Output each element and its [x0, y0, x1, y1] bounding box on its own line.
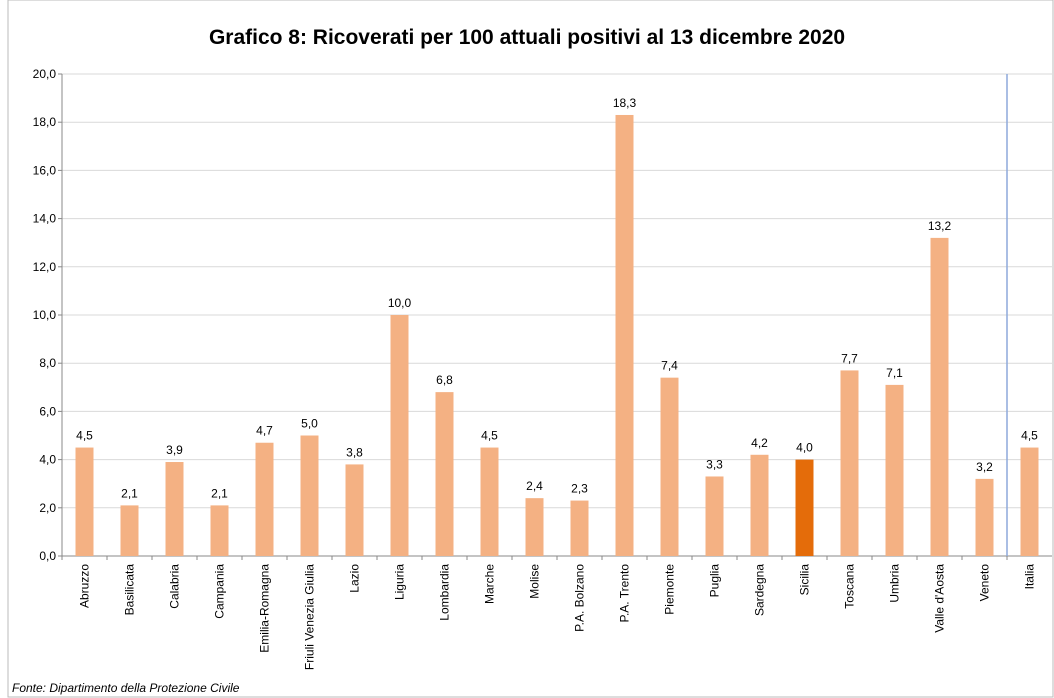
x-tick-label: Sardegna: [753, 564, 767, 616]
value-label: 10,0: [388, 296, 412, 310]
x-tick-label: Puglia: [708, 564, 722, 598]
value-label: 4,7: [256, 424, 273, 438]
bar: [1020, 447, 1039, 556]
y-tick-label: 10,0: [33, 308, 57, 322]
bar: [795, 459, 814, 556]
y-tick-label: 16,0: [33, 163, 57, 177]
bar: [975, 478, 994, 556]
x-tick-label: Italia: [1023, 564, 1037, 590]
x-tick-label: Lazio: [348, 564, 362, 593]
value-label: 2,1: [121, 486, 138, 500]
y-tick-label: 6,0: [39, 404, 56, 418]
x-tick-label: Calabria: [168, 564, 182, 609]
bar: [885, 384, 904, 556]
value-label: 4,5: [1021, 429, 1038, 443]
y-tick-label: 20,0: [33, 67, 57, 81]
y-tick-label: 4,0: [39, 453, 56, 467]
y-tick-label: 12,0: [33, 260, 57, 274]
x-tick-label: P.A. Trento: [618, 564, 632, 623]
value-label: 18,3: [613, 96, 637, 110]
bar: [930, 237, 949, 556]
value-label: 2,4: [526, 479, 543, 493]
x-tick-label: Piemonte: [663, 564, 677, 615]
value-label: 3,2: [976, 460, 993, 474]
x-tick-label: Marche: [483, 564, 497, 604]
bar: [300, 435, 319, 556]
bar: [570, 500, 589, 556]
value-label: 3,3: [706, 457, 723, 471]
bar: [390, 315, 409, 556]
value-label: 4,2: [751, 436, 768, 450]
value-label: 7,1: [886, 366, 903, 380]
value-label: 7,4: [661, 359, 678, 373]
bar: [210, 505, 229, 556]
value-label: 4,5: [481, 429, 498, 443]
x-tick-label: Lombardia: [438, 564, 452, 621]
bar: [660, 377, 679, 556]
y-tick-label: 18,0: [33, 115, 57, 129]
bar: [165, 462, 184, 556]
x-tick-label: Toscana: [843, 564, 857, 609]
value-label: 7,7: [841, 351, 858, 365]
bar: [615, 114, 634, 556]
source-note: Fonte: Dipartimento della Protezione Civ…: [12, 681, 240, 695]
value-label: 2,1: [211, 486, 228, 500]
bar: [705, 476, 724, 556]
bar: [120, 505, 139, 556]
x-tick-label: Liguria: [393, 564, 407, 600]
y-tick-label: 2,0: [39, 501, 56, 515]
value-label: 6,8: [436, 373, 453, 387]
x-tick-label: Friuli Venezia Giulia: [303, 564, 317, 670]
value-label: 3,9: [166, 443, 183, 457]
bar: [75, 447, 94, 556]
chart-title: Grafico 8: Ricoverati per 100 attuali po…: [209, 26, 845, 49]
value-label: 5,0: [301, 417, 318, 431]
value-label: 13,2: [928, 219, 952, 233]
x-tick-label: Veneto: [978, 564, 992, 602]
x-tick-label: Molise: [528, 564, 542, 599]
bar: [750, 454, 769, 556]
value-label: 2,3: [571, 482, 588, 496]
y-tick-label: 8,0: [39, 356, 56, 370]
value-label: 4,0: [796, 441, 813, 455]
bar: [840, 370, 859, 556]
x-tick-label: Sicilia: [798, 564, 812, 596]
bar: [525, 498, 544, 556]
y-tick-label: 14,0: [33, 212, 57, 226]
y-tick-label: 0,0: [39, 549, 56, 563]
x-tick-label: Basilicata: [123, 564, 137, 616]
value-label: 3,8: [346, 445, 363, 459]
bar: [435, 392, 454, 556]
x-tick-label: Valle d'Aosta: [933, 564, 947, 633]
x-tick-label: P.A. Bolzano: [573, 564, 587, 632]
value-label: 4,5: [76, 429, 93, 443]
x-tick-label: Abruzzo: [78, 564, 92, 608]
bar: [345, 464, 364, 556]
bar: [480, 447, 499, 556]
bar: [255, 442, 274, 556]
x-tick-label: Umbria: [888, 564, 902, 603]
x-tick-label: Emilia-Romagna: [258, 564, 272, 653]
x-tick-label: Campania: [213, 564, 227, 619]
chart-frame: [7, 0, 1054, 698]
